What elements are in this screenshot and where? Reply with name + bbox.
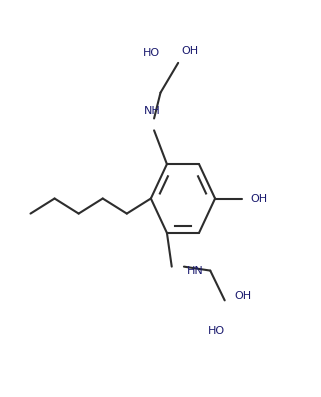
Text: OH: OH [181, 46, 198, 56]
Text: OH: OH [250, 193, 267, 204]
Text: NH: NH [144, 106, 161, 116]
Text: HO: HO [143, 48, 160, 58]
Text: OH: OH [234, 291, 251, 301]
Text: HN: HN [187, 266, 204, 276]
Text: HO: HO [208, 326, 225, 336]
